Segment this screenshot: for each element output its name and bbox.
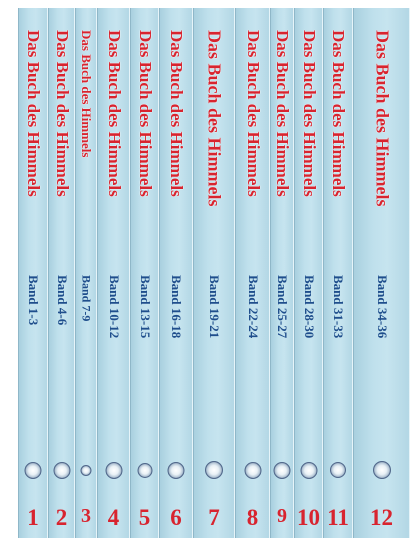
seal-emblem-icon bbox=[330, 462, 346, 478]
spine-band-label: Band 31-33 bbox=[331, 275, 346, 339]
volume-number: 6 bbox=[170, 505, 182, 530]
volume-number: 10 bbox=[297, 505, 320, 530]
book-spine: Das Buch des Himmels Band 25-27 9 bbox=[270, 8, 294, 538]
spine-band-label: Band 28-30 bbox=[301, 275, 317, 339]
spine-band-label: Band 10-12 bbox=[106, 275, 122, 339]
volume-number: 5 bbox=[138, 505, 151, 530]
volume-number: 7 bbox=[208, 505, 220, 530]
volume-number: 8 bbox=[246, 505, 259, 530]
seal-emblem-icon bbox=[372, 461, 391, 479]
spine-band-label: Band 34-36 bbox=[374, 275, 390, 339]
seal-emblem-icon bbox=[300, 461, 317, 479]
spine-title: Das Buch des Himmels bbox=[135, 30, 155, 197]
volume-number: 2 bbox=[55, 505, 68, 530]
volume-number: 9 bbox=[277, 505, 287, 527]
book-spine: Das Buch des Himmels Band 13-15 5 bbox=[130, 8, 159, 538]
spine-band-label: Band 16-18 bbox=[169, 275, 184, 339]
book-spines-shelf: Das Buch des Himmels Band 1-3 1 Das Buch de… bbox=[18, 0, 410, 555]
seal-emblem-icon bbox=[105, 461, 122, 479]
spine-band-label: Band 7-9 bbox=[79, 275, 94, 322]
book-spine: Das Buch des Himmels Band 28-30 10 bbox=[294, 8, 323, 538]
spine-title: Das Buch des Himmels bbox=[273, 30, 292, 197]
spine-band-label: Band 1-3 bbox=[26, 275, 41, 326]
book-spine: Das Buch des Himmels Band 19-21 7 bbox=[193, 8, 235, 538]
book-spine: Das Buch des Himmels Band 22-24 8 bbox=[235, 8, 270, 538]
book-spine: Das Buch des Himmels Band 31-33 11 bbox=[323, 8, 353, 538]
spine-title: Das Buch des Himmels bbox=[79, 30, 94, 158]
volume-number: 11 bbox=[327, 505, 349, 530]
seal-emblem-icon bbox=[80, 464, 92, 476]
spine-band-label: Band 22-24 bbox=[245, 275, 261, 339]
seal-emblem-icon bbox=[53, 461, 70, 479]
spine-title: Das Buch des Himmels bbox=[167, 30, 186, 197]
book-spine: Das Buch des Himmels Band 7-9 3 bbox=[75, 8, 97, 538]
spine-band-label: Band 13-15 bbox=[137, 275, 153, 339]
volume-number: 12 bbox=[370, 505, 393, 530]
spine-title: Das Buch des Himmels bbox=[52, 30, 72, 197]
seal-emblem-icon bbox=[137, 462, 152, 478]
spine-band-label: Band 25-27 bbox=[275, 275, 290, 339]
book-spine: Das Buch des Himmels Band 16-18 6 bbox=[159, 8, 193, 538]
book-spine: Das Buch des Himmels Band 34-36 12 bbox=[353, 8, 410, 538]
volume-number: 4 bbox=[107, 505, 120, 530]
seal-emblem-icon bbox=[167, 461, 185, 479]
spine-title: Das Buch des Himmels bbox=[243, 30, 263, 197]
spine-title: Das Buch des Himmels bbox=[204, 30, 225, 207]
spine-title: Das Buch des Himmels bbox=[329, 30, 348, 197]
seal-emblem-icon bbox=[205, 461, 223, 479]
book-spine: Das Buch des Himmels Band 4-6 2 bbox=[48, 8, 75, 538]
book-spine: Das Buch des Himmels Band 1-3 1 bbox=[18, 8, 48, 538]
seal-emblem-icon bbox=[273, 461, 291, 479]
volume-number: 1 bbox=[27, 505, 39, 530]
book-spine: Das Buch des Himmels Band 10-12 4 bbox=[97, 8, 130, 538]
volume-number: 3 bbox=[81, 505, 91, 527]
seal-emblem-icon bbox=[24, 461, 42, 479]
spine-title: Das Buch des Himmels bbox=[104, 30, 124, 197]
spine-title: Das Buch des Himmels bbox=[372, 30, 392, 207]
spine-band-label: Band 4-6 bbox=[54, 275, 70, 326]
spine-title: Das Buch des Himmels bbox=[299, 30, 319, 197]
spine-title: Das Buch des Himmels bbox=[24, 30, 43, 197]
seal-emblem-icon bbox=[244, 461, 261, 479]
spine-band-label: Band 19-21 bbox=[207, 275, 222, 339]
